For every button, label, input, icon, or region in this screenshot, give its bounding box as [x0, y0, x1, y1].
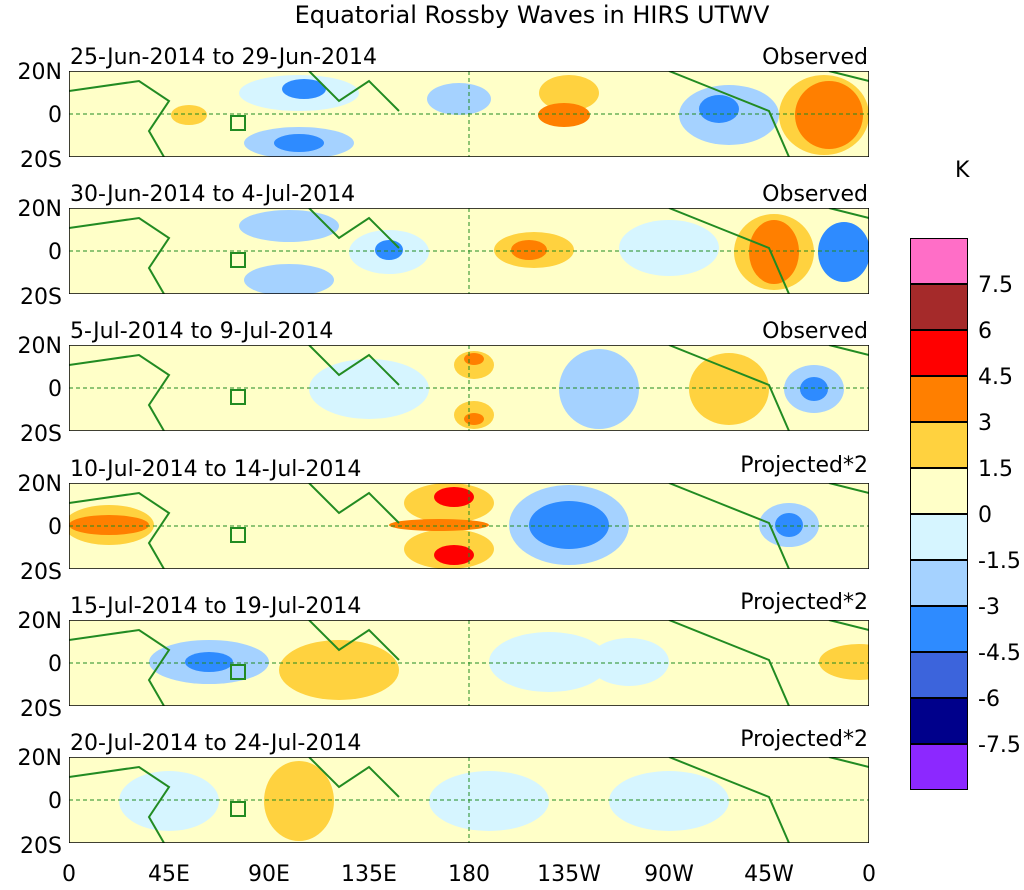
- lat-label-20n: 20N: [17, 472, 62, 497]
- colorbar-unit: K: [955, 158, 970, 183]
- colorbar-label: -6: [978, 687, 1000, 712]
- map-panel-6: [69, 757, 869, 843]
- colorbar-label: 7.5: [978, 273, 1013, 298]
- colorbar-label: -7.5: [978, 733, 1021, 758]
- map-panel-2: [69, 208, 869, 294]
- panel-6-type: Projected*2: [740, 727, 868, 752]
- lat-label-0: 0: [48, 240, 62, 265]
- lat-label-20n: 20N: [17, 197, 62, 222]
- lat-label-20s: 20S: [20, 148, 62, 173]
- lat-label-20n: 20N: [17, 334, 62, 359]
- panel-3-period: 5-Jul-2014 to 9-Jul-2014: [70, 319, 334, 344]
- panel-2-period: 30-Jun-2014 to 4-Jul-2014: [70, 182, 356, 207]
- colorbar-box: [910, 238, 968, 284]
- lat-label-20n: 20N: [17, 609, 62, 634]
- colorbar-label: 0: [978, 503, 992, 528]
- colorbar-box: [910, 468, 968, 514]
- colorbar-box: [910, 376, 968, 422]
- lat-label-20s: 20S: [20, 285, 62, 310]
- map-panel-1: [69, 71, 869, 157]
- colorbar-box: [910, 422, 968, 468]
- colorbar-box: [910, 698, 968, 744]
- lat-label-0: 0: [48, 789, 62, 814]
- lon-label-90w: 90W: [644, 862, 694, 887]
- lat-label-20s: 20S: [20, 560, 62, 585]
- lon-label-0: 0: [62, 862, 76, 887]
- colorbar-box: [910, 330, 968, 376]
- lat-label-0: 0: [48, 515, 62, 540]
- lon-label-90e: 90E: [248, 862, 290, 887]
- lat-label-20s: 20S: [20, 834, 62, 859]
- colorbar-label: 4.5: [978, 365, 1013, 390]
- colorbar-label: 3: [978, 411, 992, 436]
- colorbar-label: -4.5: [978, 641, 1021, 666]
- panel-5-type: Projected*2: [740, 590, 868, 615]
- colorbar-box: [910, 560, 968, 606]
- panel-4-type: Projected*2: [740, 453, 868, 478]
- panel-6-period: 20-Jul-2014 to 24-Jul-2014: [70, 731, 362, 756]
- panel-2-type: Observed: [762, 182, 868, 207]
- lon-label-180: 180: [448, 862, 490, 887]
- map-panel-3: [69, 345, 869, 431]
- panel-3-type: Observed: [762, 319, 868, 344]
- lon-label-135e: 135E: [341, 862, 397, 887]
- lat-label-20n: 20N: [17, 746, 62, 771]
- panel-1-period: 25-Jun-2014 to 29-Jun-2014: [70, 45, 377, 70]
- figure-title: Equatorial Rossby Waves in HIRS UTWV: [294, 1, 770, 29]
- lon-label-45e: 45E: [148, 862, 190, 887]
- map-panel-4: [69, 483, 869, 569]
- colorbar-box: [910, 514, 968, 560]
- colorbar-label: -3: [978, 595, 1000, 620]
- lat-label-0: 0: [48, 377, 62, 402]
- colorbar-label: 1.5: [978, 457, 1013, 482]
- colorbar-label: 6: [978, 319, 992, 344]
- colorbar-box: [910, 606, 968, 652]
- colorbar-box: [910, 652, 968, 698]
- colorbar-label: -1.5: [978, 549, 1021, 574]
- lat-label-0: 0: [48, 103, 62, 128]
- lat-label-20s: 20S: [20, 697, 62, 722]
- panel-5-period: 15-Jul-2014 to 19-Jul-2014: [70, 594, 362, 619]
- lon-label-45w: 45W: [744, 862, 794, 887]
- lat-label-20n: 20N: [17, 60, 62, 85]
- lat-label-20s: 20S: [20, 422, 62, 447]
- lon-label-0-end: 0: [862, 862, 876, 887]
- panel-1-type: Observed: [762, 45, 868, 70]
- panel-4-period: 10-Jul-2014 to 14-Jul-2014: [70, 457, 362, 482]
- lat-label-0: 0: [48, 652, 62, 677]
- colorbar-box: [910, 744, 968, 790]
- lon-label-135w: 135W: [537, 862, 601, 887]
- map-panel-5: [69, 620, 869, 706]
- colorbar-box: [910, 284, 968, 330]
